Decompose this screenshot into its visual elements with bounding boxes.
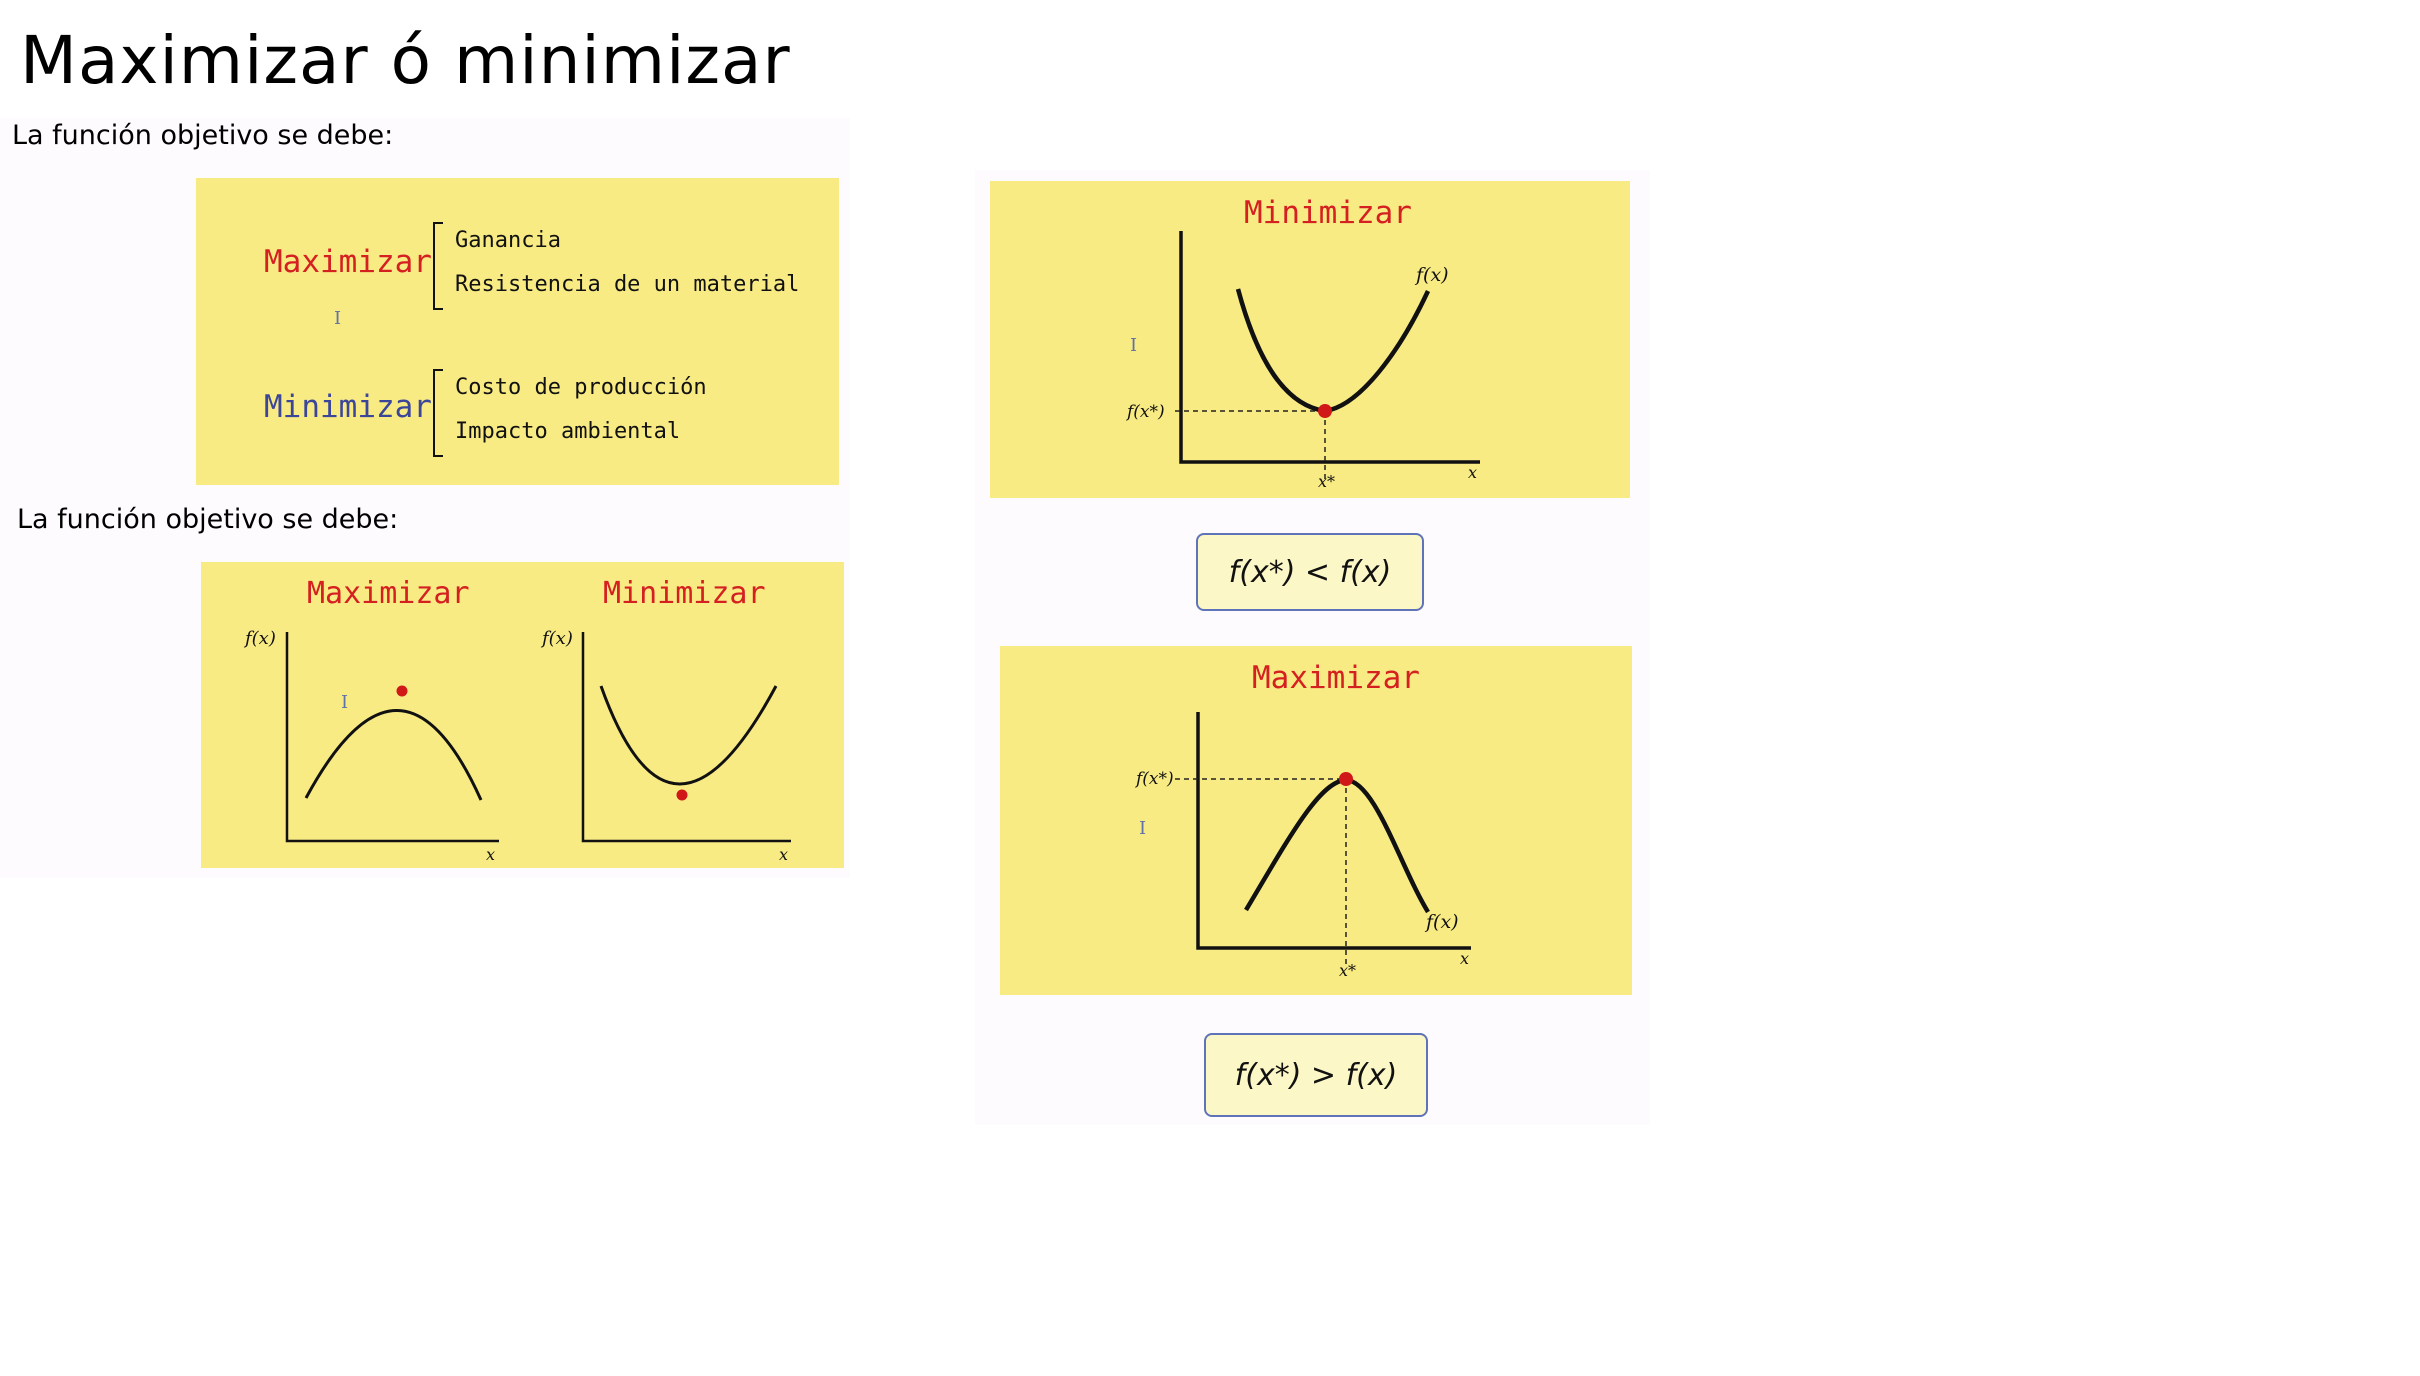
text-cursor-icon: I xyxy=(334,308,342,329)
small-min-title: Minimizar xyxy=(603,576,766,611)
maximize-item-ganancia: Ganancia xyxy=(455,228,561,253)
min-curve-label: f(x) xyxy=(1414,264,1449,286)
objectives-panel: Maximizar Ganancia Resistencia de un mat… xyxy=(196,178,839,485)
minimize-item-costo: Costo de producción xyxy=(455,375,707,400)
page-title: Maximizar ó minimizar xyxy=(20,22,791,99)
minimize-graph-title: Minimizar xyxy=(1244,195,1412,231)
min-x-label: x xyxy=(1468,463,1477,482)
text-cursor-icon: I xyxy=(1130,335,1138,356)
maximize-graph-title: Maximizar xyxy=(1252,660,1420,696)
intro-text-top: La función objetivo se debe: xyxy=(12,120,394,151)
minimize-bracket xyxy=(433,369,443,457)
max-axes xyxy=(1196,712,1471,950)
maximize-graph-panel: Maximizar f(x) f(x*) x* x I xyxy=(1000,646,1632,995)
small-max-x-label: x xyxy=(486,845,495,864)
maximize-bracket xyxy=(433,222,443,310)
small-min-point xyxy=(676,789,688,801)
max-x-label: x xyxy=(1460,949,1469,968)
small-max-point xyxy=(396,685,408,697)
max-opt-y-label: f(x*) xyxy=(1134,769,1174,789)
minimize-item-impacto: Impacto ambiental xyxy=(455,419,681,444)
maximize-graph-svg: f(x) f(x*) x* x xyxy=(1134,712,1471,980)
minimize-condition: f(x*) < f(x) xyxy=(1196,533,1424,611)
small-max-title: Maximizar xyxy=(307,576,470,611)
maximize-label: Maximizar xyxy=(264,244,432,280)
max-optimum-point xyxy=(1339,772,1353,786)
min-optimum-point xyxy=(1318,404,1332,418)
text-cursor-icon: I xyxy=(1139,818,1147,839)
small-max-axes xyxy=(285,632,499,843)
small-graphs-svg: f(x) x f(x) x xyxy=(243,628,791,864)
small-min-curve xyxy=(599,685,778,786)
minimize-label: Minimizar xyxy=(264,389,432,425)
small-max-curve xyxy=(304,709,483,801)
min-curve xyxy=(1235,288,1431,414)
min-opt-y-label: f(x*) xyxy=(1125,402,1165,422)
small-min-axes xyxy=(581,632,791,843)
small-graphs-panel: Maximizar Minimizar f(x) x f(x) x I xyxy=(201,562,844,868)
max-opt-x-label: x* xyxy=(1339,961,1356,980)
intro-text-bottom: La función objetivo se debe: xyxy=(17,504,399,535)
maximize-item-resistencia: Resistencia de un material xyxy=(455,272,800,297)
small-min-y-label: f(x) xyxy=(540,628,573,649)
min-axes xyxy=(1179,231,1480,464)
maximize-condition: f(x*) > f(x) xyxy=(1204,1033,1428,1117)
small-max-y-label: f(x) xyxy=(243,628,276,649)
max-curve-label: f(x) xyxy=(1424,911,1459,933)
min-opt-x-label: x* xyxy=(1318,472,1335,491)
minimize-graph-svg: f(x) f(x*) x* x xyxy=(1125,231,1480,491)
small-min-x-label: x xyxy=(779,845,788,864)
text-cursor-icon: I xyxy=(341,692,349,713)
max-curve xyxy=(1244,777,1430,914)
minimize-graph-panel: Minimizar f(x) f(x*) x* x I xyxy=(990,181,1630,498)
